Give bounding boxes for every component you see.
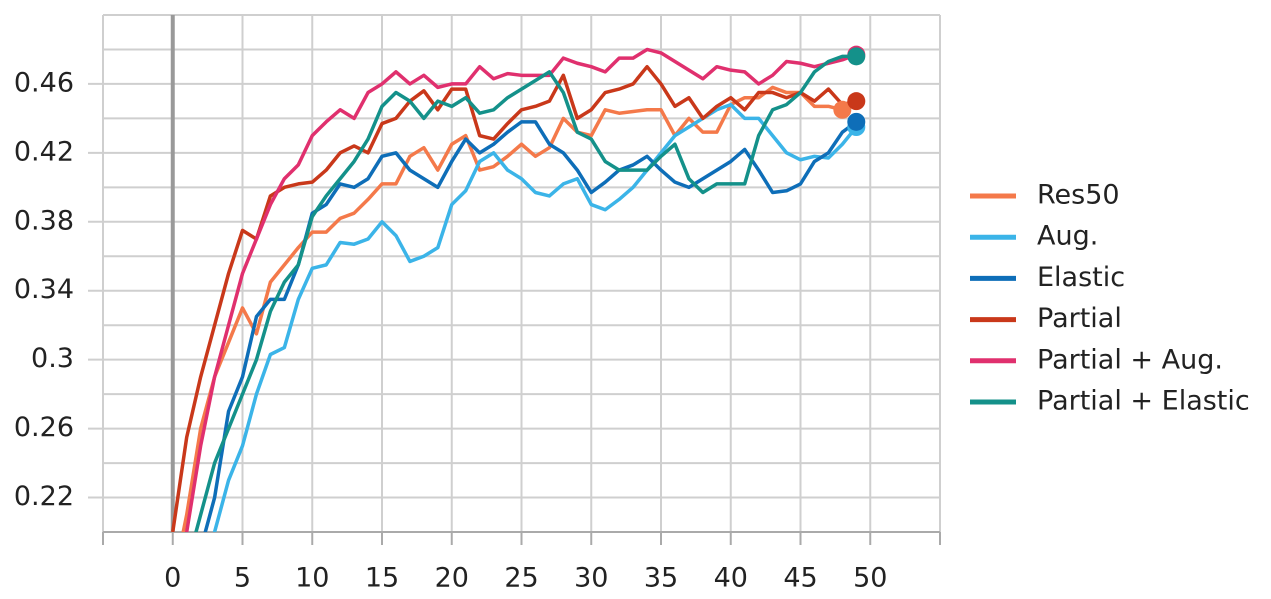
legend-label: Elastic bbox=[1037, 262, 1125, 293]
end-point bbox=[847, 112, 866, 131]
series-line bbox=[194, 54, 857, 532]
x-tick-label: 30 bbox=[574, 563, 608, 594]
series-line bbox=[203, 120, 858, 532]
y-tick-label: 0.26 bbox=[14, 412, 74, 443]
legend-label: Partial bbox=[1037, 303, 1122, 334]
x-tick-label: 45 bbox=[783, 563, 817, 594]
x-tick-label: 50 bbox=[853, 563, 887, 594]
series-line bbox=[181, 85, 843, 532]
legend-label: Res50 bbox=[1037, 180, 1120, 211]
y-tick-label: 0.46 bbox=[14, 67, 74, 98]
x-tick-label: 35 bbox=[644, 563, 678, 594]
y-tick-label: 0.34 bbox=[14, 274, 74, 305]
legend-label: Partial + Elastic bbox=[1037, 386, 1250, 417]
end-point bbox=[847, 92, 866, 111]
series-line bbox=[171, 64, 857, 532]
legend-label: Partial + Aug. bbox=[1037, 344, 1223, 375]
y-tick-label: 0.42 bbox=[14, 136, 74, 167]
legend-label: Aug. bbox=[1037, 221, 1098, 252]
series-line bbox=[212, 102, 858, 532]
end-point bbox=[833, 100, 852, 119]
end-point bbox=[847, 47, 866, 66]
x-tick-label: 15 bbox=[365, 563, 399, 594]
x-tick-label: 0 bbox=[164, 563, 181, 594]
x-tick-label: 40 bbox=[714, 563, 748, 594]
y-tick-label: 0.22 bbox=[14, 481, 74, 512]
x-tick-label: 5 bbox=[234, 563, 251, 594]
x-tick-label: 25 bbox=[504, 563, 538, 594]
y-tick-label: 0.3 bbox=[31, 343, 74, 374]
y-tick-label: 0.38 bbox=[14, 205, 74, 236]
x-tick-label: 10 bbox=[295, 563, 329, 594]
series-line bbox=[184, 47, 857, 532]
x-tick-label: 20 bbox=[435, 563, 469, 594]
